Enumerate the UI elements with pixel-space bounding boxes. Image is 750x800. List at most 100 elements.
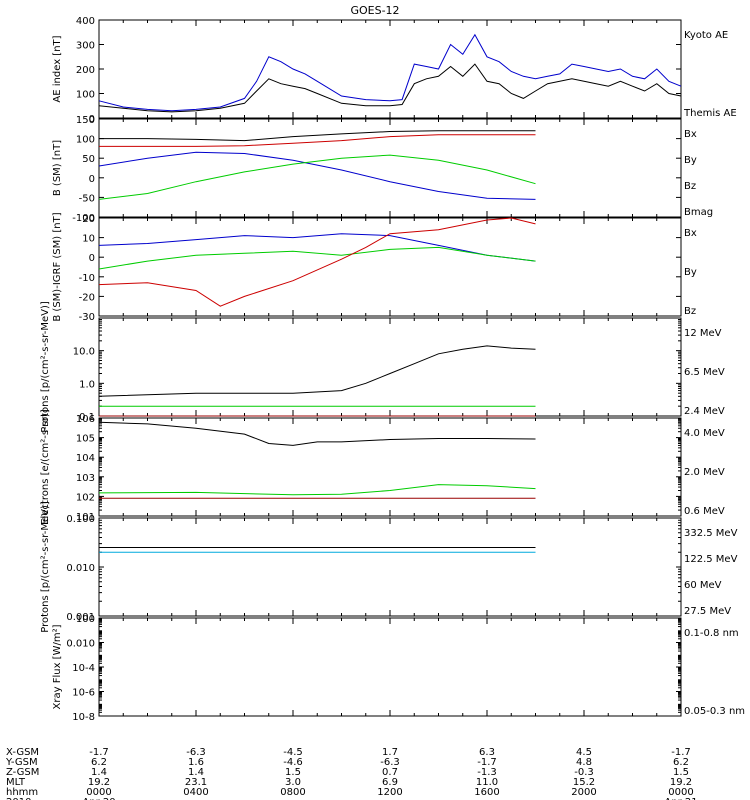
y-tick-label: 106 bbox=[76, 414, 95, 425]
legend-entry: 27.5 MeV bbox=[684, 606, 731, 617]
legend-entry: 0.05-0.3 nm bbox=[684, 706, 745, 717]
y-tick-label: 100 bbox=[76, 135, 95, 146]
ephemeris-value: 1.4 bbox=[91, 767, 107, 778]
chart-panel-7: 10-8 10-6 10-4 0.010 100 Xray Flux [W/m²] 0.1-… bbox=[52, 614, 745, 723]
legend-entry: 2.4 MeV bbox=[684, 406, 725, 417]
series-line-bmag bbox=[99, 130, 536, 142]
series-line-bz bbox=[98, 217, 536, 307]
ephemeris-value: -1.3 bbox=[477, 767, 497, 778]
y-tick-label: 1.0 bbox=[79, 379, 95, 390]
ephemeris-value: 0000 bbox=[668, 787, 693, 798]
y-tick-label: -100 bbox=[72, 213, 95, 224]
legend-entry: 122.5 MeV bbox=[684, 554, 738, 565]
legend-entry: Themis AE bbox=[683, 108, 737, 119]
ephemeris-value: 6.9 bbox=[382, 777, 398, 788]
ephemeris-value: 1.4 bbox=[188, 767, 204, 778]
y-tick-label: 101 bbox=[76, 512, 95, 523]
ephemeris-row-label: hhmm bbox=[6, 787, 38, 798]
ephemeris-value: -4.6 bbox=[283, 757, 303, 768]
legend-entry: 0.6 MeV bbox=[684, 506, 725, 517]
ephemeris-value: 1.5 bbox=[673, 767, 689, 778]
panel-frame bbox=[98, 118, 682, 218]
y-tick-label: 0 bbox=[89, 174, 95, 185]
legend-entry: 2.0 MeV bbox=[684, 467, 725, 478]
ephemeris-value: 15.2 bbox=[573, 777, 595, 788]
series-line-bx bbox=[98, 151, 536, 200]
y-axis-label: B (SM) [nT] bbox=[52, 140, 63, 196]
ephemeris-value: 0000 bbox=[86, 787, 111, 798]
y-tick-label: -50 bbox=[79, 193, 95, 204]
ephemeris-value: -1.7 bbox=[89, 747, 109, 758]
ephemeris-value: -6.3 bbox=[186, 747, 206, 758]
y-tick-label: -20 bbox=[79, 292, 95, 303]
legend-entry: Bx bbox=[684, 129, 697, 140]
ephemeris-value: 6.2 bbox=[91, 757, 107, 768]
y-axis-label: B (SM)-IGRF (SM) [nT] bbox=[52, 212, 63, 321]
ephemeris-value: 3.0 bbox=[285, 777, 301, 788]
y-tick-label: 200 bbox=[76, 65, 95, 76]
series-line-bx bbox=[98, 233, 536, 262]
series-line-themis-ae bbox=[98, 63, 682, 113]
date-label: Apr 20 bbox=[82, 797, 115, 800]
y-tick-label: 104 bbox=[76, 453, 95, 464]
ephemeris-value: 1.7 bbox=[382, 747, 398, 758]
legend-entry: By bbox=[684, 155, 697, 166]
ephemeris-value: 1.5 bbox=[285, 767, 301, 778]
ephemeris-value: 4.5 bbox=[576, 747, 592, 758]
chart-panel-6: 0.001 0.010 0.100 Protons [p/(cm²-s-sr-MeV)… bbox=[40, 501, 738, 633]
y-axis-label: AE index [nT] bbox=[52, 35, 63, 102]
legend-entry: 4.0 MeV bbox=[684, 428, 725, 439]
ephemeris-value: -4.5 bbox=[283, 747, 303, 758]
ephemeris-value: 0800 bbox=[280, 787, 305, 798]
y-tick-label: 0.100 bbox=[66, 514, 95, 525]
y-tick-label: 100 bbox=[76, 90, 95, 101]
y-axis-label: Electrons [e/(cm²-s-sr)] bbox=[40, 409, 51, 525]
ephemeris-row-label: MLT bbox=[6, 777, 26, 788]
legend-entry: Bz bbox=[684, 306, 696, 317]
y-tick-label: 10 bbox=[82, 234, 95, 245]
y-tick-label: 105 bbox=[76, 434, 95, 445]
panel-frame bbox=[98, 217, 682, 317]
ephemeris-value: 6.2 bbox=[673, 757, 689, 768]
y-tick-label: 50 bbox=[82, 154, 95, 165]
ephemeris-value: 11.0 bbox=[476, 777, 498, 788]
y-tick-label: -30 bbox=[79, 312, 95, 323]
series-line-kyoto-ae bbox=[98, 33, 682, 112]
panel-frame bbox=[98, 517, 682, 617]
series-line-bz bbox=[99, 134, 536, 147]
y-axis-label: Protons [p/(cm²-s-sr-MeV)] bbox=[40, 501, 51, 633]
ephemeris-value: -1.7 bbox=[671, 747, 691, 758]
y-tick-label: 102 bbox=[76, 492, 95, 503]
y-tick-label: 0 bbox=[89, 114, 95, 125]
ephemeris-value: -6.3 bbox=[380, 757, 400, 768]
chart-panel-5: 101 102 103 104 105 106 Electrons [e/(cm²-s-sr… bbox=[40, 409, 725, 525]
ephemeris-value: 2000 bbox=[571, 787, 596, 798]
legend-entry: By bbox=[684, 267, 697, 278]
legend-entry: Bmag bbox=[684, 207, 713, 218]
ephemeris-value: -0.3 bbox=[574, 767, 594, 778]
ephemeris-value: 19.2 bbox=[670, 777, 692, 788]
panel-frame bbox=[98, 317, 682, 417]
ephemeris-value: 23.1 bbox=[185, 777, 207, 788]
y-tick-label: 0.010 bbox=[66, 563, 95, 574]
chart-panel-1: 0 100 200 300 400 AE index [nT] Kyoto AE Themis… bbox=[52, 16, 737, 125]
ephemeris-value: 1600 bbox=[474, 787, 499, 798]
legend-entry: 60 MeV bbox=[684, 580, 722, 591]
y-axis-label: Xray Flux [W/m²] bbox=[52, 624, 63, 709]
series-line-2-4-mev bbox=[98, 345, 536, 397]
legend-entry: 0.1-0.8 nm bbox=[684, 628, 739, 639]
y-tick-label: 10-8 bbox=[72, 712, 95, 723]
series-line-by bbox=[98, 246, 536, 270]
y-tick-label: 0.001 bbox=[66, 612, 95, 623]
y-tick-label: 100 bbox=[76, 614, 95, 625]
legend-entry: 6.5 MeV bbox=[684, 367, 725, 378]
ephemeris-value: 19.2 bbox=[88, 777, 110, 788]
panel-frame bbox=[98, 617, 682, 717]
series-line-2-0-mev bbox=[98, 484, 536, 496]
y-tick-label: 103 bbox=[76, 473, 95, 484]
ephemeris-row-label: Z-GSM bbox=[6, 767, 39, 778]
y-tick-label: 10-4 bbox=[72, 663, 95, 674]
legend-entry: 12 MeV bbox=[684, 328, 722, 339]
